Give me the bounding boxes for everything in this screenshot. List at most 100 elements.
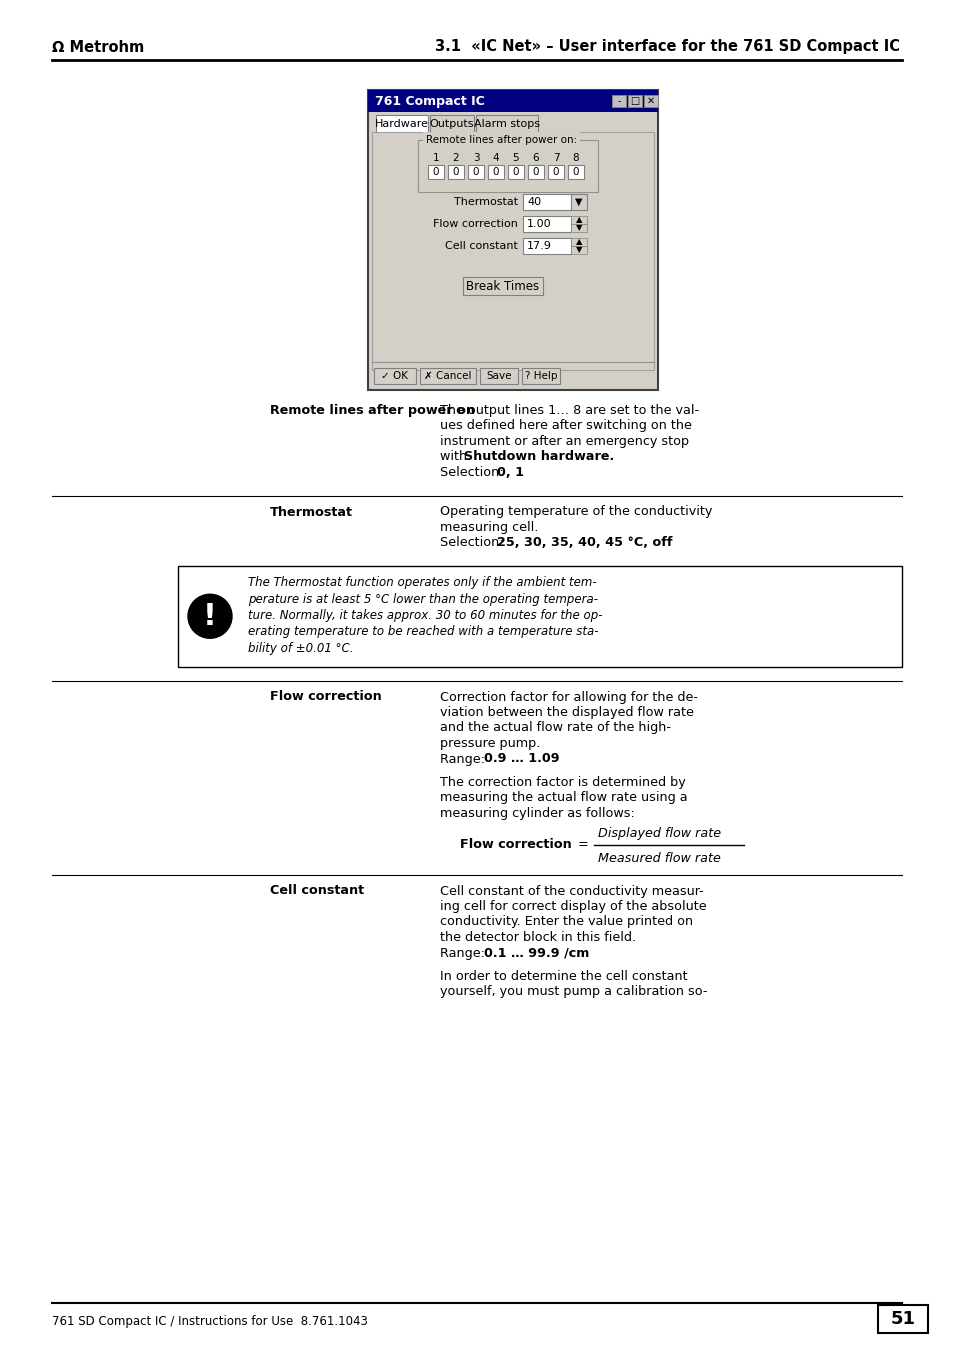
- Text: 0.1 … 99.9 /cm: 0.1 … 99.9 /cm: [483, 947, 589, 959]
- Text: Remote lines after power on: Remote lines after power on: [270, 404, 475, 417]
- Text: 0: 0: [493, 168, 498, 177]
- Text: bility of ±0.01 °C.: bility of ±0.01 °C.: [248, 642, 354, 655]
- Text: Displayed flow rate: Displayed flow rate: [598, 827, 720, 840]
- Text: 5: 5: [512, 153, 518, 163]
- Text: erating temperature to be reached with a temperature sta-: erating temperature to be reached with a…: [248, 626, 598, 639]
- Text: 1.00: 1.00: [526, 219, 551, 230]
- FancyBboxPatch shape: [507, 165, 523, 178]
- Text: 6: 6: [532, 153, 538, 163]
- Text: 0: 0: [433, 168, 438, 177]
- Text: 51: 51: [889, 1310, 915, 1328]
- Text: ▼: ▼: [576, 246, 581, 254]
- Text: Save: Save: [486, 372, 511, 381]
- FancyBboxPatch shape: [448, 165, 463, 178]
- Text: ▼: ▼: [575, 197, 582, 207]
- Text: Selection:: Selection:: [439, 536, 507, 550]
- Text: 0: 0: [512, 168, 518, 177]
- FancyBboxPatch shape: [374, 367, 416, 384]
- Text: 8: 8: [572, 153, 578, 163]
- Text: 7: 7: [552, 153, 558, 163]
- FancyBboxPatch shape: [612, 95, 625, 107]
- Text: conductivity. Enter the value printed on: conductivity. Enter the value printed on: [439, 916, 693, 928]
- Text: 761 SD Compact IC / Instructions for Use  8.761.1043: 761 SD Compact IC / Instructions for Use…: [52, 1316, 368, 1328]
- FancyBboxPatch shape: [521, 367, 559, 384]
- FancyBboxPatch shape: [368, 91, 658, 390]
- Text: and the actual flow rate of the high-: and the actual flow rate of the high-: [439, 721, 670, 735]
- Text: Ω Metrohm: Ω Metrohm: [52, 39, 144, 54]
- Text: Operating temperature of the conductivity: Operating temperature of the conductivit…: [439, 505, 712, 519]
- Text: Shutdown hardware.: Shutdown hardware.: [463, 450, 614, 463]
- Text: In order to determine the cell constant: In order to determine the cell constant: [439, 970, 687, 984]
- FancyBboxPatch shape: [571, 246, 586, 254]
- FancyBboxPatch shape: [643, 95, 658, 107]
- Text: ▼: ▼: [576, 223, 581, 232]
- FancyBboxPatch shape: [527, 165, 543, 178]
- Text: The output lines 1… 8 are set to the val-: The output lines 1… 8 are set to the val…: [439, 404, 699, 417]
- FancyBboxPatch shape: [571, 238, 586, 246]
- FancyBboxPatch shape: [372, 132, 654, 370]
- Text: yourself, you must pump a calibration so-: yourself, you must pump a calibration so…: [439, 985, 707, 998]
- Text: The Thermostat function operates only if the ambient tem-: The Thermostat function operates only if…: [248, 576, 596, 589]
- Text: Outputs: Outputs: [429, 119, 474, 128]
- Text: Selection:: Selection:: [439, 466, 511, 480]
- FancyBboxPatch shape: [627, 95, 641, 107]
- Text: ✗ Cancel: ✗ Cancel: [424, 372, 471, 381]
- Text: ✕: ✕: [646, 96, 655, 105]
- FancyBboxPatch shape: [178, 566, 901, 666]
- Text: Cell constant of the conductivity measur-: Cell constant of the conductivity measur…: [439, 885, 703, 897]
- Text: 0.9 … 1.09: 0.9 … 1.09: [483, 753, 559, 766]
- Text: 3.1  «IC Net» – User interface for the 761 SD Compact IC: 3.1 «IC Net» – User interface for the 76…: [435, 39, 899, 54]
- Text: Break Times: Break Times: [466, 280, 539, 293]
- Text: The correction factor is determined by: The correction factor is determined by: [439, 775, 685, 789]
- Text: 40: 40: [526, 197, 540, 207]
- FancyBboxPatch shape: [419, 367, 476, 384]
- FancyBboxPatch shape: [571, 195, 586, 209]
- Text: ▲: ▲: [576, 238, 581, 246]
- Text: 0: 0: [572, 168, 578, 177]
- FancyBboxPatch shape: [479, 367, 517, 384]
- Text: 25, 30, 35, 40, 45 °C, off: 25, 30, 35, 40, 45 °C, off: [497, 536, 672, 550]
- FancyBboxPatch shape: [468, 165, 483, 178]
- FancyBboxPatch shape: [567, 165, 583, 178]
- Text: Flow correction: Flow correction: [459, 838, 571, 851]
- Text: Thermostat: Thermostat: [270, 505, 353, 519]
- FancyBboxPatch shape: [476, 115, 537, 132]
- Text: measuring cylinder as follows:: measuring cylinder as follows:: [439, 807, 634, 820]
- FancyBboxPatch shape: [375, 115, 428, 132]
- Text: -: -: [617, 96, 620, 105]
- Text: 0: 0: [453, 168, 458, 177]
- Text: Remote lines after power on:: Remote lines after power on:: [426, 135, 577, 145]
- Text: Range:: Range:: [439, 753, 493, 766]
- Text: 3: 3: [472, 153, 478, 163]
- Text: Range:: Range:: [439, 947, 493, 959]
- Text: the detector block in this field.: the detector block in this field.: [439, 931, 636, 944]
- FancyBboxPatch shape: [368, 91, 658, 112]
- Text: perature is at least 5 °C lower than the operating tempera-: perature is at least 5 °C lower than the…: [248, 593, 598, 605]
- FancyBboxPatch shape: [430, 115, 474, 132]
- Text: ✓ OK: ✓ OK: [381, 372, 408, 381]
- FancyBboxPatch shape: [522, 195, 571, 209]
- Text: ? Help: ? Help: [524, 372, 557, 381]
- Text: □: □: [630, 96, 639, 105]
- Text: 761 Compact IC: 761 Compact IC: [375, 95, 484, 108]
- FancyBboxPatch shape: [428, 165, 443, 178]
- Text: 1: 1: [433, 153, 438, 163]
- Text: Thermostat: Thermostat: [454, 197, 517, 207]
- Text: Correction factor for allowing for the de-: Correction factor for allowing for the d…: [439, 690, 698, 704]
- FancyBboxPatch shape: [417, 141, 598, 192]
- Text: Measured flow rate: Measured flow rate: [598, 852, 720, 865]
- Text: 2: 2: [453, 153, 458, 163]
- FancyBboxPatch shape: [488, 165, 503, 178]
- Text: pressure pump.: pressure pump.: [439, 738, 539, 750]
- Circle shape: [188, 594, 232, 638]
- FancyBboxPatch shape: [522, 216, 571, 232]
- Text: measuring the actual flow rate using a: measuring the actual flow rate using a: [439, 792, 687, 804]
- Text: instrument or after an emergency stop: instrument or after an emergency stop: [439, 435, 688, 449]
- Text: Flow correction: Flow correction: [270, 690, 381, 704]
- FancyBboxPatch shape: [571, 216, 586, 224]
- FancyBboxPatch shape: [547, 165, 563, 178]
- Text: 0: 0: [552, 168, 558, 177]
- Text: measuring cell.: measuring cell.: [439, 521, 537, 534]
- FancyBboxPatch shape: [877, 1305, 927, 1333]
- Text: 0: 0: [532, 168, 538, 177]
